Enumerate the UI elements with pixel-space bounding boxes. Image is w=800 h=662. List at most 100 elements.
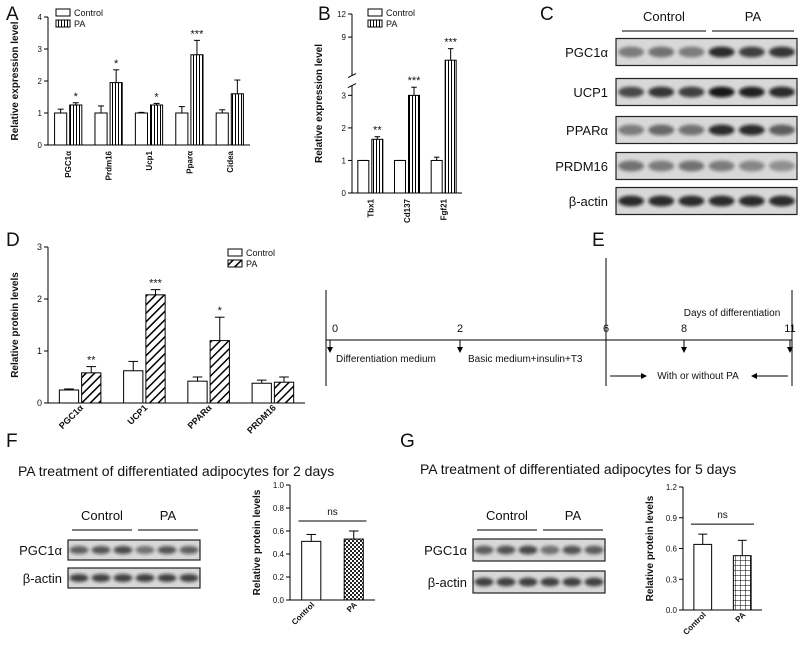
error-bar: [214, 316, 225, 341]
bar: [209, 340, 230, 404]
significance: *: [114, 58, 119, 70]
timeline-treatment: With or without PA: [657, 371, 739, 382]
blot-row-label: β-actin: [428, 575, 467, 590]
bar: [175, 112, 189, 146]
y-tick-label: 0.8: [273, 504, 285, 513]
timeline-phase: Differentiation medium: [336, 354, 436, 365]
x-tick-label: PA: [734, 610, 748, 624]
x-tick-label: Prdm16: [105, 150, 114, 180]
blot-band: [678, 160, 705, 172]
blot-row-label: PGC1α: [19, 543, 62, 558]
blot-band: [113, 574, 133, 582]
blot-band: [618, 160, 645, 172]
x-tick-label: PGC1α: [64, 151, 73, 178]
error-bar: [138, 111, 145, 113]
blot-band: [179, 574, 199, 582]
blot-band: [618, 124, 645, 136]
panel-label: G: [400, 431, 415, 452]
legend-label: Control: [74, 8, 103, 18]
y-tick-label: 0.3: [666, 575, 678, 584]
blot-band: [738, 86, 765, 98]
bar: [109, 82, 123, 146]
blot-band: [648, 160, 675, 172]
panel-label: E: [592, 230, 605, 251]
blot-band: [562, 577, 582, 587]
blot-band: [618, 86, 645, 98]
bar: [123, 370, 144, 404]
error-bar: [348, 530, 359, 540]
panel-label: D: [6, 230, 20, 251]
bar: [215, 112, 229, 146]
blot-band: [738, 124, 765, 136]
bar: [58, 389, 80, 404]
blot-band: [540, 577, 560, 587]
legend-swatch: [55, 8, 71, 17]
y-axis-label: Relative protein levels: [10, 272, 21, 378]
error-bar: [219, 109, 226, 113]
error-bar: [72, 102, 79, 105]
blot-band: [69, 546, 89, 554]
x-tick-label: UCP1: [125, 403, 149, 427]
blot-group-label: Control: [643, 9, 685, 24]
blot-band: [157, 574, 177, 582]
y-axis-label: Relative expression level: [314, 44, 325, 163]
error-bar: [698, 533, 708, 545]
blot-group-label: PA: [745, 9, 762, 24]
blot-band: [708, 195, 735, 207]
blot-band: [708, 86, 735, 98]
blot-strip: [615, 151, 798, 181]
bar: [371, 138, 384, 194]
annotation: ns: [717, 510, 728, 521]
blot-band: [69, 574, 89, 582]
error-bar: [737, 539, 747, 556]
axis-break: [347, 73, 357, 79]
blot-band: [618, 46, 645, 58]
y-tick-label: 3: [37, 242, 42, 252]
legend-swatch: [227, 259, 243, 268]
blot-band: [518, 545, 538, 555]
x-tick-label: Cidea: [226, 150, 235, 172]
bar: [81, 372, 102, 404]
y-tick-label: 0.4: [273, 550, 285, 559]
y-tick-label: 0.9: [666, 514, 678, 523]
blot-band: [584, 545, 604, 555]
panel-label: B: [318, 4, 331, 25]
y-tick-label: 1: [342, 156, 347, 165]
error-bar: [433, 156, 440, 161]
legend-label: PA: [246, 259, 257, 269]
error-bar: [411, 86, 417, 96]
y-tick-label: 3: [38, 45, 43, 54]
blot-band: [708, 124, 735, 136]
blot-row-label: UCP1: [573, 85, 608, 100]
timeline-phase: Basic medium+insulin+T3: [468, 354, 583, 365]
blot-band: [562, 545, 582, 555]
x-tick-label: Tbx1: [366, 198, 375, 217]
x-tick-label: Pparα: [185, 151, 194, 174]
legend-label: PA: [74, 19, 85, 29]
blot-strip: [472, 570, 606, 594]
bar: [273, 381, 295, 404]
x-tick-label: PGC1α: [57, 402, 86, 431]
blot-band: [678, 195, 705, 207]
blot-band: [768, 195, 795, 207]
y-tick-label: 0: [37, 398, 42, 408]
y-tick-label: 0.0: [666, 606, 678, 615]
blot-band: [157, 546, 177, 554]
timeline-day: 0: [332, 323, 338, 335]
annotation: ns: [327, 507, 338, 518]
x-tick-label: Fgf21: [440, 198, 449, 220]
bar: [693, 543, 713, 611]
legend-label: Control: [246, 248, 275, 258]
error-bar: [192, 376, 203, 382]
x-tick-label: Cd137: [403, 198, 412, 223]
blot-band: [648, 46, 675, 58]
bar: [343, 538, 364, 601]
error-bar: [57, 108, 64, 113]
bar: [301, 540, 322, 601]
blot-band: [91, 546, 111, 554]
x-tick-label: PRDM16: [245, 403, 278, 436]
blot-strip: [615, 115, 798, 145]
blot-group-label: PA: [565, 508, 582, 523]
blot-band: [648, 195, 675, 207]
